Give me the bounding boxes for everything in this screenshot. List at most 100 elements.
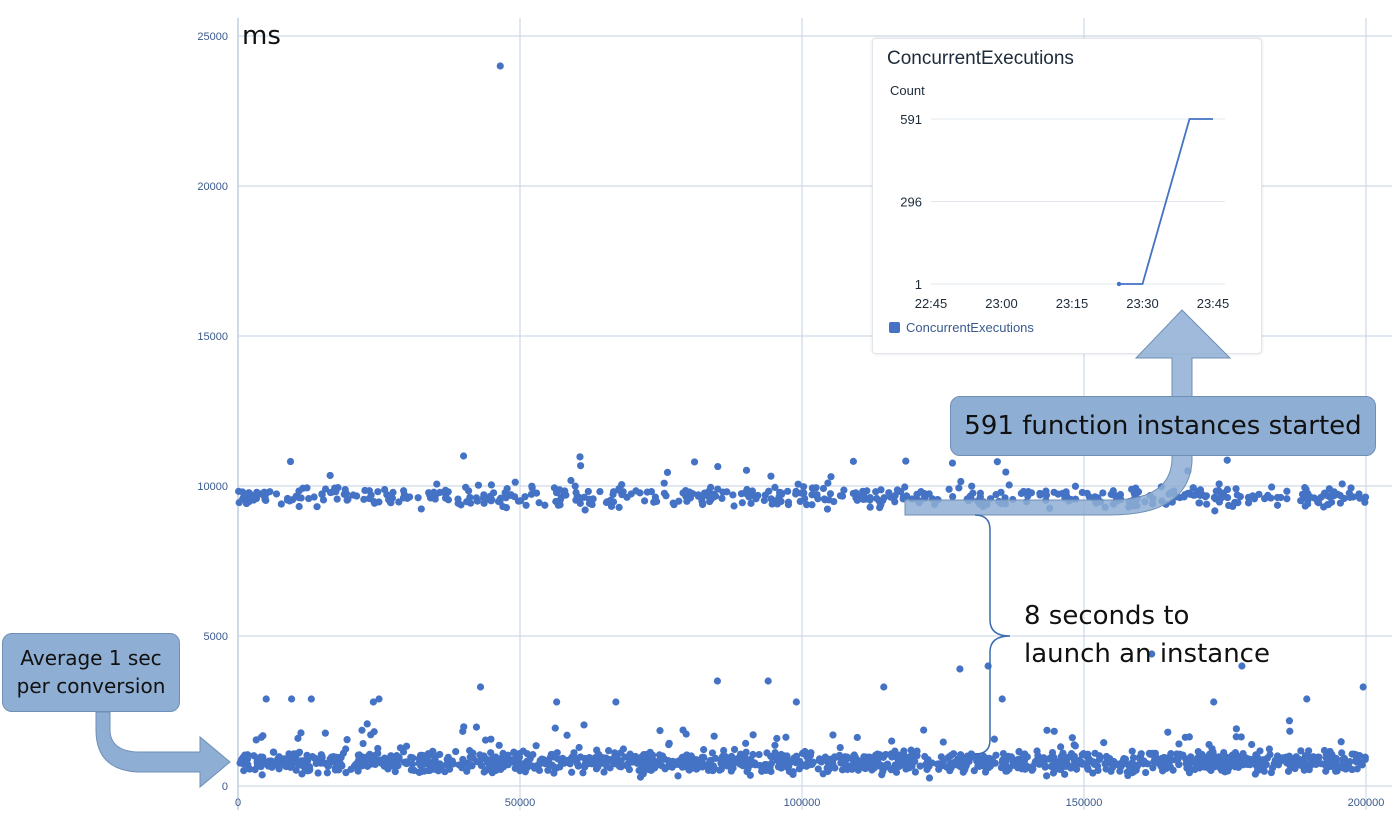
scatter-point [741, 760, 749, 768]
scatter-point [580, 721, 588, 729]
scatter-point [631, 752, 640, 761]
scatter-point [664, 762, 672, 771]
scatter-point [444, 488, 452, 496]
scatter-point [931, 500, 939, 509]
scatter-point [1061, 770, 1069, 778]
scatter-point [843, 765, 852, 774]
axis-ticks: 0 50000 100000 150000 200000 0 5000 10000 15000 2… [197, 31, 1384, 809]
scatter-point [745, 493, 753, 501]
scatter-point [1196, 491, 1204, 499]
scatter-point [496, 62, 504, 70]
scatter-point [1324, 756, 1333, 764]
scatter-point [854, 758, 862, 766]
scatter-point [496, 498, 504, 506]
scatter-point [674, 772, 682, 780]
scatter-point [1162, 500, 1170, 508]
scatter-point [553, 749, 561, 757]
scatter-point [462, 483, 470, 491]
scatter-point [754, 491, 762, 500]
scatter-point [305, 494, 313, 503]
scatter-point [663, 468, 672, 477]
scatter-point [480, 491, 488, 499]
scatter-point [1236, 493, 1244, 501]
scatter-point [948, 459, 957, 467]
scatter-point [1002, 468, 1010, 476]
scatter-point [355, 760, 363, 768]
scatter-point [1043, 772, 1051, 780]
scatter-point [792, 698, 800, 706]
launch-annotation: 8 seconds to launch an instance [1024, 597, 1270, 673]
scatter-point [272, 490, 281, 498]
scatter-point [825, 496, 833, 504]
scatter-point [561, 487, 569, 495]
scatter-point [1150, 758, 1158, 766]
scatter-point [823, 505, 832, 513]
inset-series [1116, 118, 1213, 287]
scatter-point [707, 483, 715, 492]
scatter-point [895, 762, 903, 771]
scatter-point [1157, 483, 1165, 491]
scatter-point [1288, 755, 1297, 764]
scatter-point [1221, 768, 1229, 776]
scatter-point [235, 487, 243, 495]
scatter-point [1263, 754, 1272, 762]
scatter-point [552, 489, 561, 497]
scatter-point [866, 503, 874, 511]
scatter-point [418, 757, 426, 765]
scatter-point [374, 744, 382, 753]
scatter-point [568, 768, 576, 776]
scatter-point [897, 488, 905, 496]
scatter-point [1023, 498, 1031, 506]
scatter-point [976, 489, 985, 497]
scatter-point [575, 743, 583, 752]
scatter-point [308, 753, 317, 761]
scatter-point [1179, 751, 1187, 759]
x-tick-label: 150000 [1066, 797, 1103, 809]
scatter-point [763, 749, 771, 757]
scatter-point [495, 741, 503, 749]
scatter-point [877, 486, 885, 494]
y-tick-label: 20000 [197, 181, 228, 193]
scatter-point [374, 488, 382, 496]
scatter-point [321, 485, 330, 493]
scatter-point [556, 501, 564, 509]
scatter-point [303, 484, 311, 492]
scatter-point [402, 742, 411, 750]
scatter-point [714, 462, 722, 471]
scatter-point [777, 489, 785, 497]
scatter-point [245, 495, 253, 503]
scatter-point [812, 484, 820, 492]
scatter-point [571, 482, 579, 490]
scatter-point [1057, 743, 1065, 751]
scatter-point [682, 486, 690, 495]
scatter-point [780, 754, 788, 762]
average-line-2: per conversion [16, 674, 166, 698]
scatter-point [457, 501, 465, 509]
scatter-point [700, 492, 708, 500]
scatter-point [1042, 491, 1051, 499]
scatter-point [660, 479, 668, 487]
scatter-point [830, 753, 839, 761]
scatter-point [1348, 750, 1356, 758]
scatter-point [698, 753, 706, 762]
scatter-point [984, 662, 992, 670]
scatter-point [1171, 756, 1180, 764]
scatter-point [1303, 695, 1311, 703]
scatter-point [1301, 502, 1309, 510]
scatter-point [1031, 759, 1039, 768]
scatter-point [797, 489, 805, 497]
scatter-point [902, 457, 910, 465]
scatter-point [1195, 499, 1203, 507]
scatter-point [313, 759, 321, 767]
scatter-point [1346, 758, 1354, 766]
scatter-point [1089, 758, 1098, 766]
scatter-point [585, 495, 593, 503]
scatter-point [717, 765, 725, 773]
scatter-point [585, 754, 593, 762]
scatter-point [386, 754, 395, 762]
scatter-point [410, 766, 418, 775]
scatter-point [487, 481, 496, 489]
y-tick-label: 10000 [197, 481, 228, 493]
scatter-point [295, 748, 304, 756]
scatter-point [568, 754, 576, 762]
